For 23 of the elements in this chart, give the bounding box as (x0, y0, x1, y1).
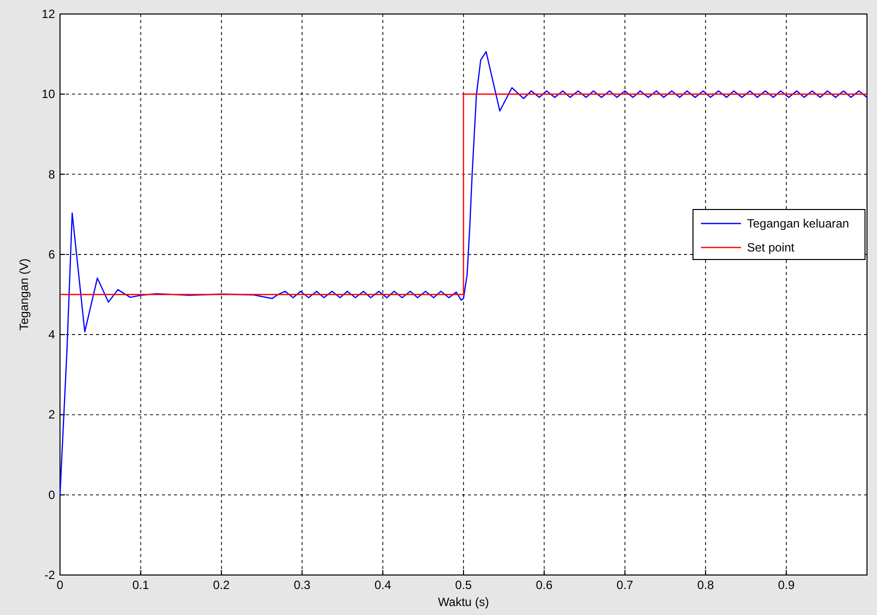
y-tick-label: 8 (48, 167, 56, 182)
x-tick-label: 0.9 (778, 578, 795, 592)
y-tick-label: 4 (48, 328, 56, 342)
x-tick-label: 0.5 (455, 578, 472, 592)
x-tick-label: 0 (56, 578, 64, 592)
y-tick-label: 10 (42, 87, 56, 102)
y-tick-label: 6 (48, 247, 56, 262)
y-axis-title: Tegangan (V) (17, 258, 31, 331)
x-tick-label: 0.4 (374, 578, 392, 592)
x-axis-title: Waktu (s) (438, 595, 489, 609)
x-tick-label: 0.6 (536, 578, 553, 592)
y-tick-label: 0 (48, 488, 56, 502)
x-tick-label: 0.7 (616, 578, 634, 592)
y-tick-label: 12 (42, 7, 56, 21)
legend-label: Set point (747, 240, 796, 254)
x-tick-label: 0.8 (697, 578, 714, 592)
x-tick-label: 0.1 (132, 578, 150, 592)
legend-label: Tegangan keluaran (747, 216, 850, 230)
x-tick-label: 0.3 (294, 578, 311, 592)
y-tick-label: -2 (44, 568, 56, 582)
x-tick-label: 0.2 (213, 578, 230, 592)
y-tick-label: 2 (48, 408, 56, 422)
line-series (59, 51, 868, 496)
